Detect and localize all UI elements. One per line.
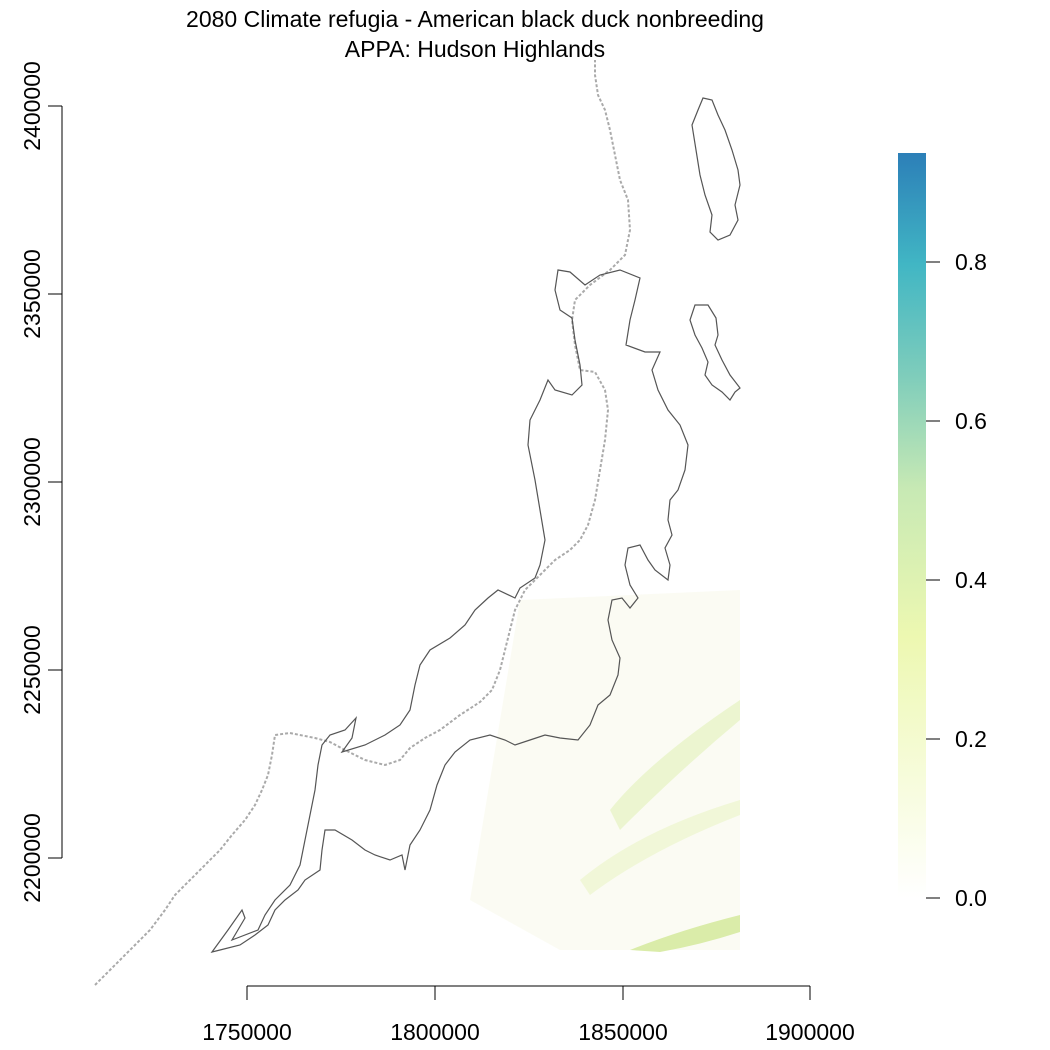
legend-color-bar — [898, 153, 926, 898]
x-tick-label: 1800000 — [390, 1019, 480, 1045]
x-tick-label: 1900000 — [765, 1019, 855, 1045]
legend-tick-label: 0.6 — [955, 408, 987, 434]
y-tick-label: 2400000 — [19, 61, 45, 151]
raster-high-patch — [630, 915, 740, 952]
y-tick-label: 2250000 — [19, 625, 45, 715]
x-axis: 1750000 1800000 1850000 1900000 — [202, 985, 855, 1045]
raster-band-2 — [580, 800, 740, 895]
legend-tick-label: 0.4 — [955, 567, 987, 593]
raster-layer — [470, 590, 740, 952]
color-legend: 0.0 0.2 0.4 0.6 0.8 — [898, 153, 987, 911]
state-boundary-line — [94, 60, 632, 986]
appa-boundary-main — [210, 269, 689, 953]
y-axis: 2200000 2250000 2300000 2350000 2400000 — [19, 61, 63, 903]
y-tick-label: 2350000 — [19, 249, 45, 339]
appa-boundary-east-island — [689, 304, 741, 401]
x-tick-label: 1750000 — [202, 1019, 292, 1045]
legend-tick-label: 0.8 — [955, 249, 987, 275]
legend-tick-label: 0.0 — [955, 885, 987, 911]
map-subtitle: APPA: Hudson Highlands — [345, 36, 605, 62]
raster-low-values — [470, 590, 740, 950]
y-tick-label: 2200000 — [19, 813, 45, 903]
raster-band-1 — [610, 700, 740, 830]
appa-boundary-north-island — [691, 97, 741, 241]
y-tick-label: 2300000 — [19, 437, 45, 527]
x-tick-label: 1850000 — [578, 1019, 668, 1045]
map-title: 2080 Climate refugia - American black du… — [186, 6, 764, 32]
legend-tick-label: 0.2 — [955, 726, 987, 752]
